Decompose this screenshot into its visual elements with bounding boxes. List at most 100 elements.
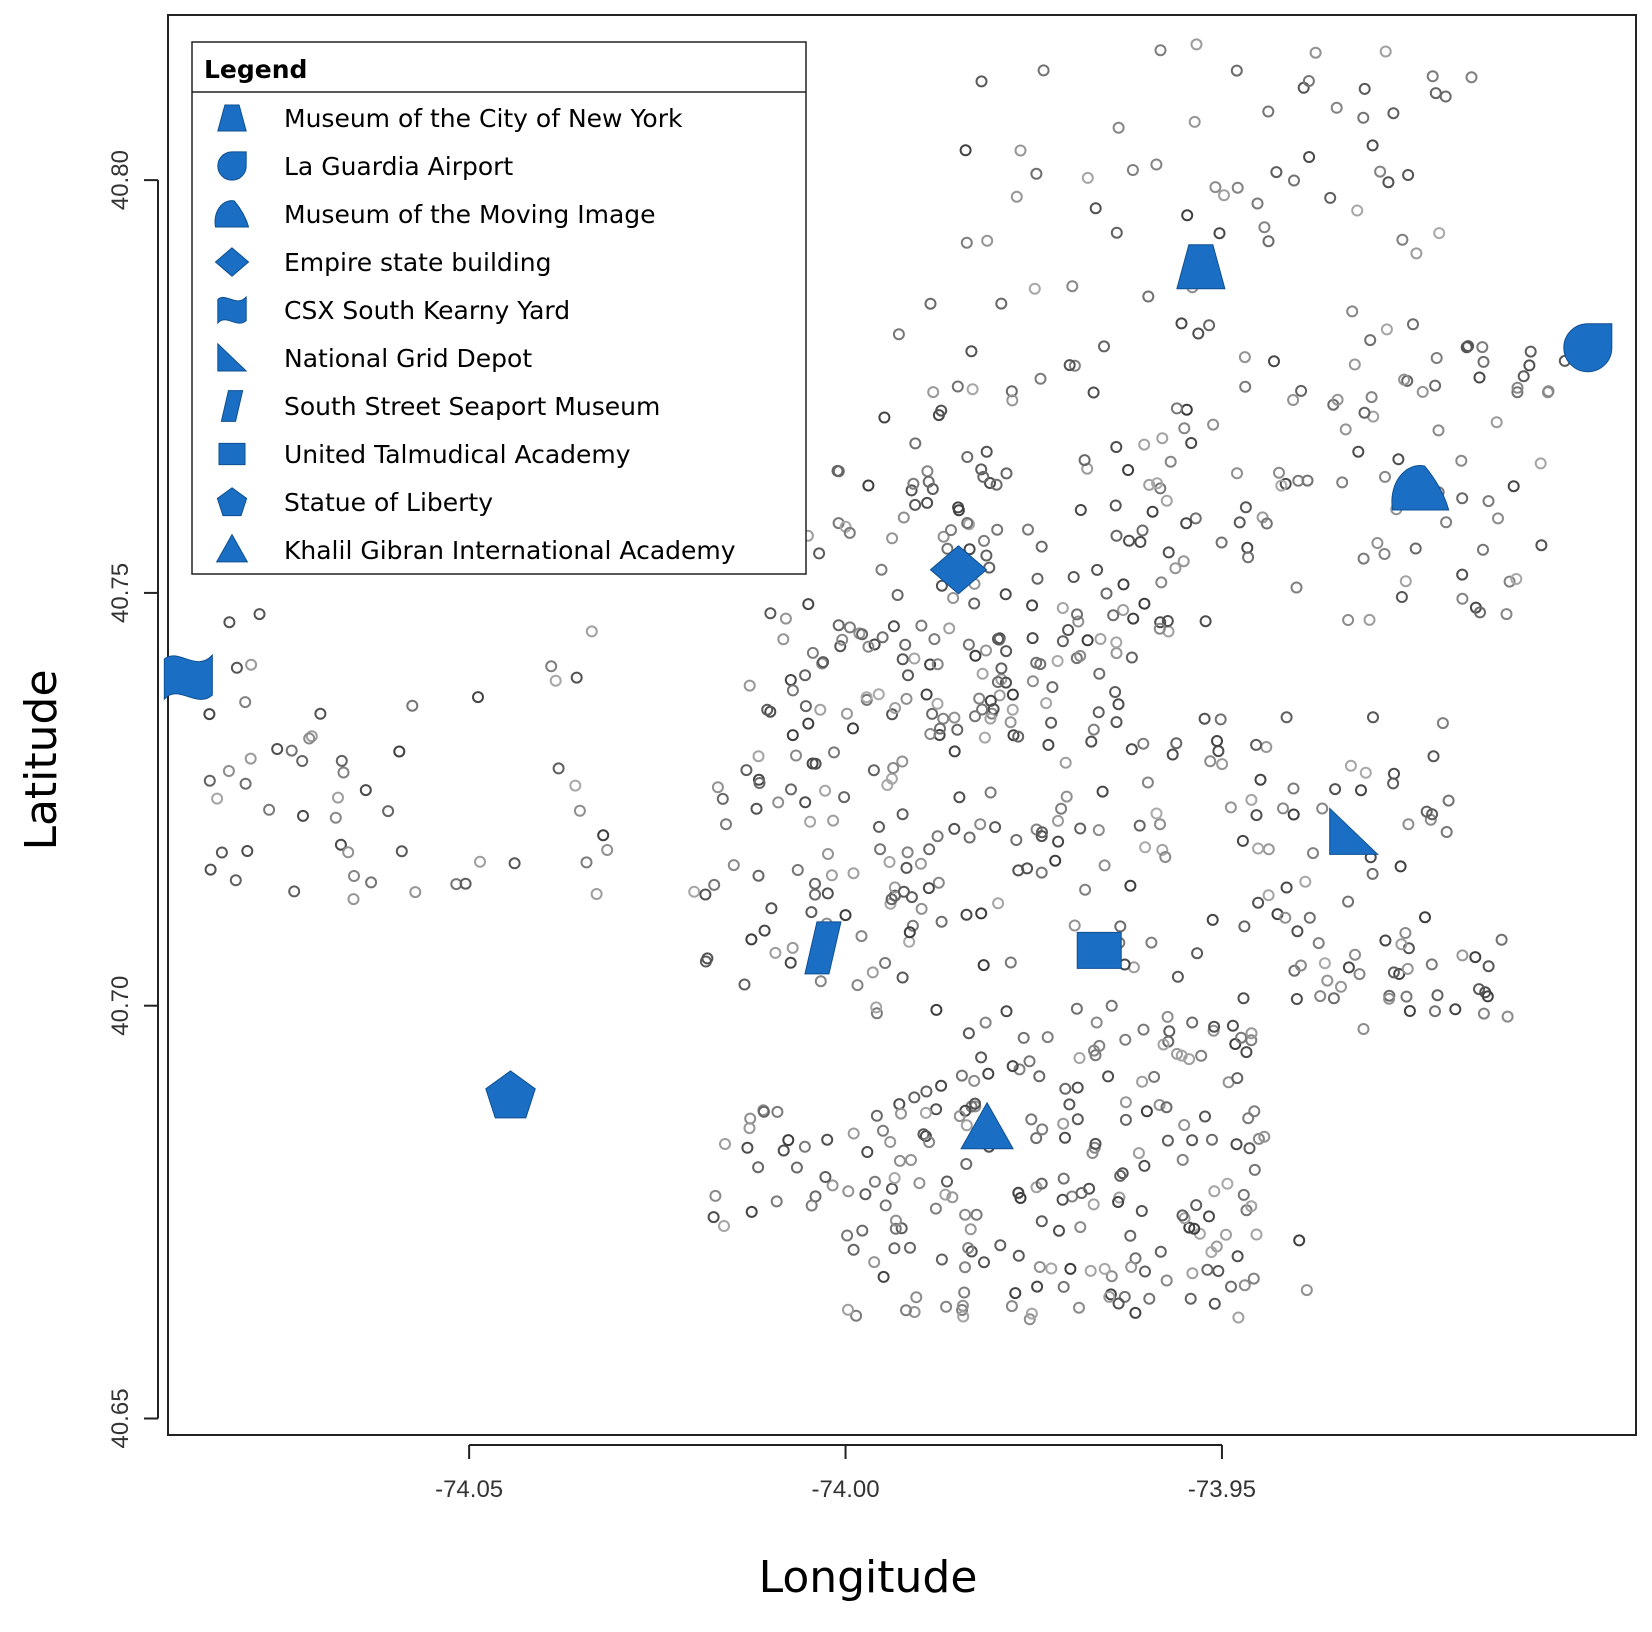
data-point (1012, 1186, 1025, 1199)
data-point (1175, 317, 1188, 330)
data-point (1366, 139, 1379, 152)
data-point (1357, 111, 1370, 124)
data-point (973, 692, 986, 705)
data-point (784, 956, 797, 969)
data-point (959, 1208, 972, 1221)
data-point (1327, 992, 1340, 1005)
data-point (1004, 956, 1017, 969)
data-point (1501, 1010, 1514, 1023)
data-point (899, 638, 912, 651)
data-point (1151, 477, 1164, 490)
legend: Legend Museum of the City of New York La … (191, 41, 807, 575)
data-point (948, 822, 961, 835)
data-point (1046, 681, 1059, 694)
data-point (1026, 675, 1039, 688)
data-point (1344, 759, 1357, 772)
data-point (817, 656, 830, 669)
data-point (1119, 1033, 1132, 1046)
data-point (814, 975, 827, 988)
data-point (951, 723, 964, 736)
data-point (839, 909, 852, 922)
data-point (1138, 1159, 1151, 1172)
data-point (1250, 1228, 1263, 1241)
data-point (1258, 221, 1271, 234)
data-point (1260, 517, 1273, 530)
data-point (1364, 334, 1377, 347)
data-point (1477, 355, 1490, 368)
data-point (859, 1188, 872, 1201)
data-point (1085, 735, 1098, 748)
data-point (992, 633, 1004, 645)
data-point (1087, 723, 1100, 736)
data-point (962, 1027, 975, 1040)
data-point (1119, 1113, 1132, 1126)
data-point (1143, 478, 1156, 491)
data-point (1060, 790, 1073, 803)
landmark-marker-museum-of-the-city-of-new-york (1176, 244, 1226, 290)
data-point (771, 1105, 784, 1118)
data-point (1112, 1196, 1125, 1208)
data-point (939, 1188, 952, 1201)
data-point (1171, 970, 1184, 983)
data-point (1062, 624, 1075, 636)
data-point (1342, 961, 1355, 974)
data-point (229, 874, 242, 887)
data-point (761, 703, 774, 716)
data-point (923, 843, 936, 856)
data-point (935, 1253, 948, 1266)
data-point (1026, 599, 1039, 612)
data-point (809, 757, 822, 770)
data-point (1208, 1185, 1221, 1198)
data-point (1242, 1112, 1255, 1125)
data-point (1477, 543, 1489, 556)
data-point (1068, 919, 1081, 932)
data-point (1025, 1307, 1038, 1320)
data-point (1290, 993, 1303, 1005)
data-point (889, 702, 902, 714)
data-point (1139, 841, 1152, 854)
data-point (969, 649, 982, 662)
data-point (885, 893, 898, 906)
data-point (1154, 1245, 1167, 1258)
data-point (1357, 1023, 1370, 1035)
data-point (1456, 949, 1469, 962)
data-point (924, 658, 937, 671)
data-point (814, 703, 827, 716)
x-tick-label: -74.05 (435, 1476, 503, 1503)
data-point (1429, 379, 1442, 392)
data-point (955, 1069, 968, 1082)
legend-label-south-street-seaport-museum: South Street Seaport Museum (284, 392, 660, 421)
data-point (764, 607, 777, 620)
data-point (1440, 826, 1453, 838)
data-point (1000, 467, 1013, 480)
data-point (1066, 280, 1079, 293)
data-point (1273, 466, 1285, 479)
data-point (990, 478, 1003, 491)
data-point (1010, 834, 1023, 846)
data-point (409, 886, 422, 899)
data-point (799, 669, 812, 682)
data-point (922, 475, 935, 488)
data-point (1363, 613, 1376, 626)
data-point (745, 933, 758, 946)
data-point (743, 679, 756, 692)
data-point (1126, 164, 1139, 176)
data-point (1203, 1210, 1215, 1223)
data-point (1125, 651, 1138, 664)
data-point (1198, 712, 1211, 725)
data-point (727, 859, 740, 872)
data-point (753, 777, 766, 789)
data-point (348, 870, 360, 882)
data-point (1456, 592, 1469, 605)
data-point (995, 662, 1008, 675)
data-point (804, 815, 817, 828)
data-point (809, 877, 821, 890)
data-point (1225, 1280, 1237, 1293)
data-point (1302, 75, 1315, 87)
data-point (303, 732, 316, 745)
data-point (1009, 1287, 1022, 1300)
data-point (874, 843, 887, 856)
data-points (203, 38, 1584, 1326)
data-point (1248, 1105, 1261, 1118)
data-point (1110, 636, 1123, 649)
